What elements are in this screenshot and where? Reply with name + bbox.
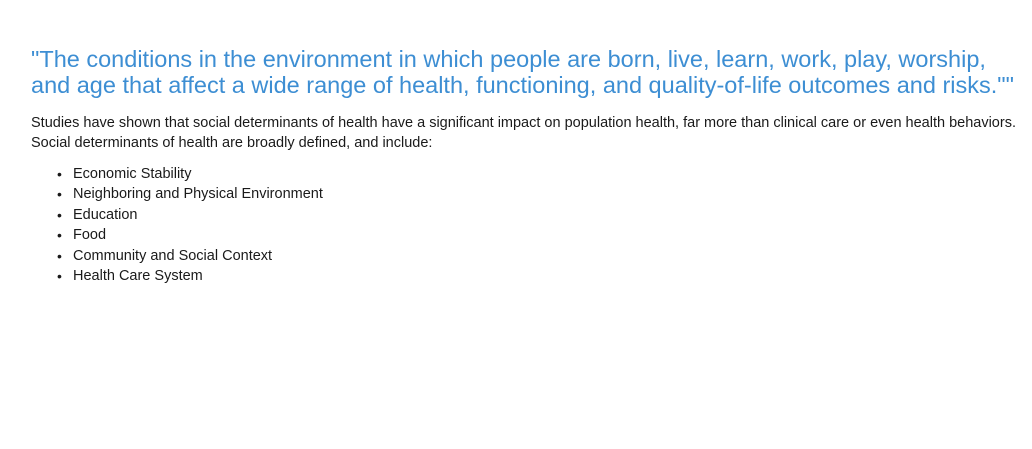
list-item: • Food (57, 225, 1016, 245)
bullet-icon: • (57, 166, 62, 182)
intro-paragraph: Studies have shown that social determina… (31, 115, 1016, 151)
bullet-icon: • (57, 227, 62, 244)
list-item-label: Neighboring and Physical Environment (73, 186, 323, 203)
definition-quote: "The conditions in the environment in wh… (31, 46, 1014, 98)
bullet-icon: • (57, 206, 62, 223)
bullet-icon: • (57, 247, 62, 264)
list-item-label: Education (73, 206, 138, 223)
bullet-icon: • (57, 186, 62, 203)
page-content: "The conditions in the environment in wh… (31, 46, 1016, 286)
determinants-list: • Economic Stability • Neighboring and Phy… (31, 164, 1016, 286)
list-item: • Neighboring and Physical Environment (57, 184, 1016, 204)
list-item-label: Food (73, 227, 107, 244)
list-item-label: Health Care System (73, 268, 203, 285)
bullet-icon: • (57, 268, 62, 285)
list-item-label: Economic Stability (73, 166, 192, 182)
list-item: • Health Care System (57, 266, 1016, 286)
list-item: • Education (57, 205, 1016, 225)
list-item: • Economic Stability (57, 164, 1016, 184)
list-item: • Community and Social Context (57, 246, 1016, 266)
list-item-label: Community and Social Context (73, 247, 273, 264)
